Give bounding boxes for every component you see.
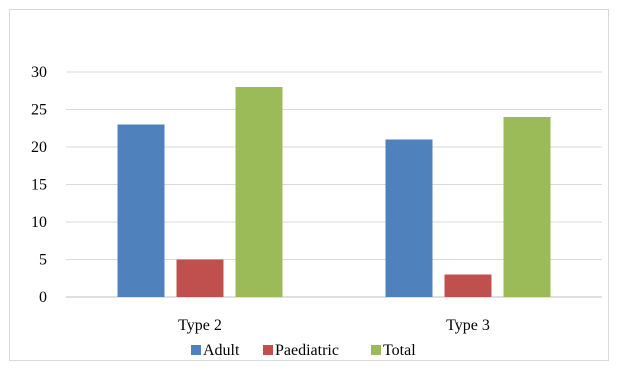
y-tick-label: 25 bbox=[31, 102, 47, 119]
y-tick-label: 20 bbox=[31, 139, 47, 156]
y-tick-label: 5 bbox=[39, 252, 47, 269]
bar-paediatric-type-3 bbox=[444, 274, 492, 297]
legend-label-total: Total bbox=[383, 342, 416, 359]
bar-adult-type-2 bbox=[117, 124, 165, 297]
bar-total-type-2 bbox=[235, 87, 283, 297]
bar-paediatric-type-2 bbox=[176, 259, 224, 297]
y-tick-label: 10 bbox=[31, 214, 47, 231]
y-tick-label: 30 bbox=[31, 64, 47, 81]
legend-swatch-adult bbox=[191, 345, 201, 355]
bar-total-type-3 bbox=[503, 117, 551, 297]
y-tick-label: 0 bbox=[39, 289, 47, 306]
legend-label-adult: Adult bbox=[203, 342, 240, 359]
x-tick-label: Type 3 bbox=[446, 317, 490, 334]
bar-adult-type-3 bbox=[385, 139, 433, 297]
legend-label-paediatric: Paediatric bbox=[275, 342, 339, 359]
x-tick-label: Type 2 bbox=[178, 317, 222, 334]
y-tick-label: 15 bbox=[31, 177, 47, 194]
legend-swatch-total bbox=[371, 345, 381, 355]
legend-swatch-paediatric bbox=[263, 345, 273, 355]
